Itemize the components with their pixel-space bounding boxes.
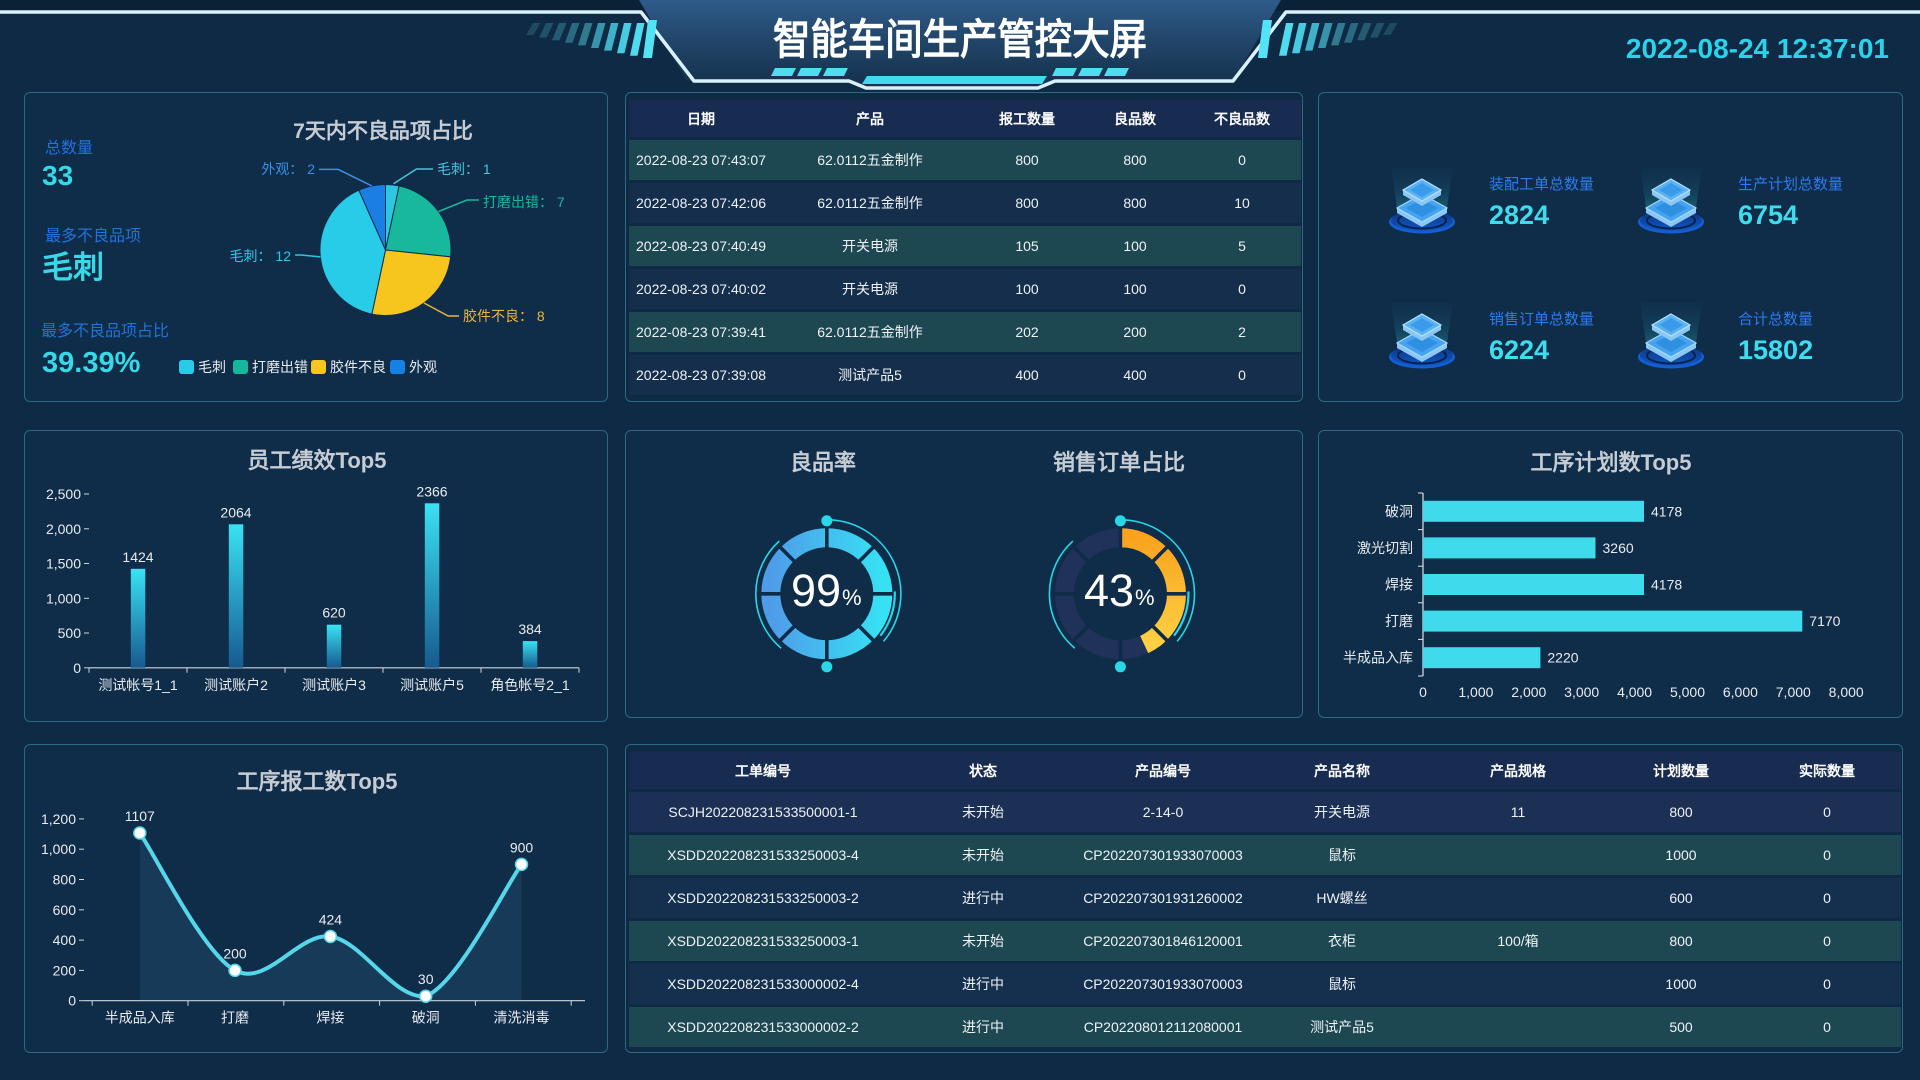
svg-text:总数量: 总数量: [45, 139, 93, 157]
svg-text:1,500: 1,500: [46, 556, 81, 572]
svg-text:4,000: 4,000: [1617, 684, 1652, 700]
svg-text:7天内不良品项占比: 7天内不良品项占比: [293, 119, 473, 143]
svg-text:毛刺： 12: 毛刺： 12: [230, 248, 292, 264]
svg-text:7,000: 7,000: [1776, 684, 1811, 700]
svg-text:2,000: 2,000: [46, 521, 81, 537]
svg-text:最多不良品项占比: 最多不良品项占比: [41, 322, 169, 340]
svg-text:良品率: 良品率: [790, 450, 856, 475]
svg-text:毛刺： 1: 毛刺： 1: [437, 161, 491, 177]
svg-text:30: 30: [418, 971, 434, 987]
svg-text:打磨出错: 打磨出错: [252, 359, 308, 375]
svg-text:毛刺: 毛刺: [198, 359, 226, 375]
svg-text:测试帐号1_1: 测试帐号1_1: [98, 677, 178, 693]
svg-text:%: %: [842, 585, 862, 610]
svg-text:激光切割: 激光切割: [1357, 540, 1413, 556]
svg-text:毛刺: 毛刺: [42, 250, 104, 285]
svg-text:33: 33: [42, 160, 73, 191]
svg-text:测试账户2: 测试账户2: [204, 677, 268, 693]
svg-text:200: 200: [53, 962, 77, 978]
svg-text:600: 600: [53, 902, 77, 918]
svg-text:打磨出错： 7: 打磨出错： 7: [483, 194, 565, 210]
svg-text:0: 0: [68, 993, 76, 1009]
svg-text:7170: 7170: [1809, 613, 1840, 629]
svg-text:1,000: 1,000: [1458, 684, 1493, 700]
svg-text:1424: 1424: [122, 549, 153, 565]
svg-text:1,000: 1,000: [41, 841, 76, 857]
svg-text:620: 620: [322, 605, 346, 621]
svg-text:销售订单占比: 销售订单占比: [1053, 450, 1185, 475]
svg-text:测试账户5: 测试账户5: [400, 677, 464, 693]
svg-text:5,000: 5,000: [1670, 684, 1705, 700]
svg-text:900: 900: [510, 839, 534, 855]
svg-text:2220: 2220: [1547, 650, 1578, 666]
svg-text:1107: 1107: [125, 808, 155, 824]
svg-text:破洞: 破洞: [1385, 503, 1413, 519]
svg-text:胶件不良: 胶件不良: [330, 359, 386, 375]
svg-text:800: 800: [53, 872, 77, 888]
svg-text:4178: 4178: [1651, 577, 1682, 593]
svg-text:1,000: 1,000: [46, 590, 81, 606]
svg-text:半成品入库: 半成品入库: [105, 1010, 175, 1026]
svg-text:外观: 外观: [409, 359, 437, 375]
svg-text:破洞: 破洞: [412, 1010, 440, 1026]
svg-text:外观： 2: 外观： 2: [261, 161, 315, 177]
svg-text:2,000: 2,000: [1511, 684, 1546, 700]
svg-text:角色帐号2_1: 角色帐号2_1: [490, 677, 570, 693]
svg-text:工序计划数Top5: 工序计划数Top5: [1531, 450, 1692, 475]
svg-text:焊接: 焊接: [316, 1010, 344, 1026]
svg-text:胶件不良： 8: 胶件不良： 8: [463, 308, 545, 324]
svg-text:打磨: 打磨: [1385, 613, 1413, 629]
svg-text:384: 384: [518, 621, 542, 637]
svg-text:424: 424: [319, 912, 343, 928]
svg-text:99: 99: [791, 565, 841, 616]
svg-text:400: 400: [53, 932, 77, 948]
svg-text:2,500: 2,500: [46, 486, 81, 502]
svg-text:0: 0: [73, 660, 81, 676]
svg-text:0: 0: [1419, 684, 1427, 700]
svg-text:2064: 2064: [220, 504, 251, 520]
svg-text:3260: 3260: [1603, 540, 1634, 556]
svg-text:4178: 4178: [1651, 503, 1682, 519]
svg-text:3,000: 3,000: [1564, 684, 1599, 700]
svg-text:6,000: 6,000: [1723, 684, 1758, 700]
svg-text:焊接: 焊接: [1385, 577, 1413, 593]
svg-text:200: 200: [223, 945, 247, 961]
svg-text:500: 500: [58, 625, 82, 641]
svg-text:工序报工数Top5: 工序报工数Top5: [237, 769, 398, 794]
svg-text:最多不良品项: 最多不良品项: [45, 227, 141, 245]
svg-text:39.39%: 39.39%: [42, 347, 141, 379]
svg-text:员工绩效Top5: 员工绩效Top5: [248, 448, 387, 473]
svg-text:1,200: 1,200: [41, 811, 76, 827]
svg-text:半成品入库: 半成品入库: [1343, 650, 1413, 666]
svg-text:2022-08-24 12:37:01: 2022-08-24 12:37:01: [1626, 33, 1889, 64]
svg-text:打磨: 打磨: [221, 1010, 249, 1026]
svg-text:测试账户3: 测试账户3: [302, 677, 366, 693]
svg-text:智能车间生产管控大屏: 智能车间生产管控大屏: [773, 16, 1147, 63]
svg-text:%: %: [1135, 585, 1155, 610]
svg-text:清洗消毒: 清洗消毒: [494, 1010, 550, 1026]
svg-text:8,000: 8,000: [1829, 684, 1864, 700]
svg-text:43: 43: [1084, 565, 1134, 616]
svg-text:2366: 2366: [416, 483, 447, 499]
